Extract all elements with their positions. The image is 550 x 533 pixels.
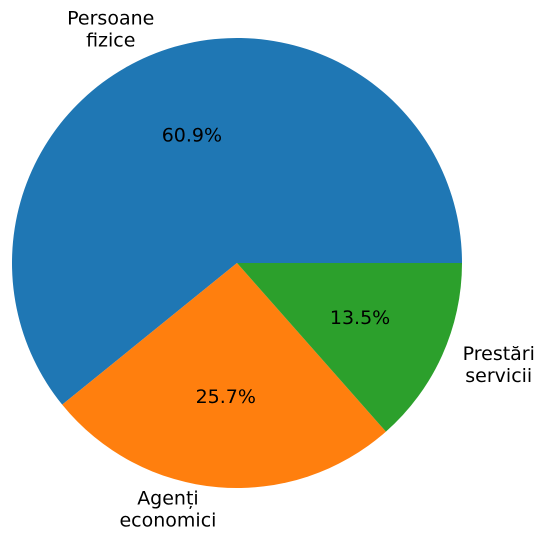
- label-line: servicii: [465, 364, 532, 386]
- slice-label: Persoane fizice: [67, 7, 154, 51]
- pie-slice: [11, 38, 463, 405]
- label-line: Persoane: [67, 7, 154, 29]
- pie-slice: [62, 263, 386, 489]
- slice-label: Agenți economici: [119, 487, 216, 531]
- pct-label: 25.7%: [196, 386, 256, 408]
- label-line: economici: [119, 509, 216, 531]
- label-line: Prestări: [463, 342, 535, 364]
- slice-label: Prestări servicii: [463, 342, 535, 386]
- pie-slice: [237, 263, 462, 432]
- label-line: Agenți: [137, 487, 199, 509]
- label-line: fizice: [86, 29, 135, 51]
- pct-label: 13.5%: [330, 307, 390, 329]
- pct-label: 60.9%: [162, 124, 222, 146]
